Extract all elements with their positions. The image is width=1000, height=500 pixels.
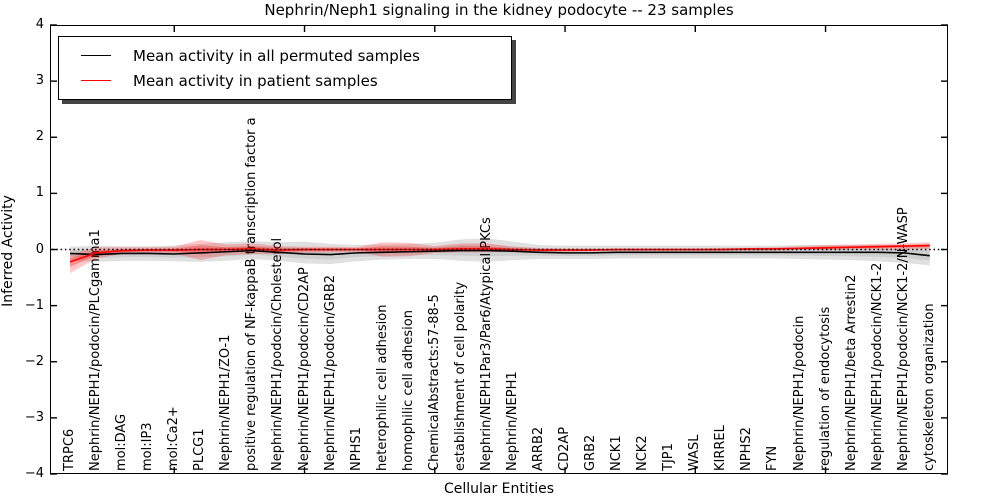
patient-line-swatch xyxy=(81,80,111,81)
legend-label-permuted: Mean activity in all permuted samples xyxy=(133,46,420,65)
y-tick-label: −4 xyxy=(24,466,44,481)
legend: Mean activity in all permuted samples Me… xyxy=(58,36,512,100)
legend-item-permuted: Mean activity in all permuted samples xyxy=(59,43,511,68)
x-axis-label: Cellular Entities xyxy=(443,481,555,497)
permuted-mean-line xyxy=(70,249,930,257)
y-tick-label: 1 xyxy=(35,185,44,201)
chart-title: Nephrin/Neph1 signaling in the kidney po… xyxy=(264,1,734,19)
y-tick-label: 0 xyxy=(35,241,44,257)
axes-frame xyxy=(50,25,948,474)
y-tick-label: 2 xyxy=(35,129,44,145)
permuted-band-inner xyxy=(70,244,930,261)
permuted-line-swatch xyxy=(81,55,111,56)
y-tick-label: 3 xyxy=(35,73,44,89)
legend-label-patient: Mean activity in patient samples xyxy=(133,71,378,90)
y-tick-label: −3 xyxy=(24,409,44,425)
patient-band-outer xyxy=(70,239,930,274)
permuted-band-outer xyxy=(70,238,930,266)
y-tick-label: −1 xyxy=(24,297,44,313)
legend-item-patient: Mean activity in patient samples xyxy=(59,68,511,93)
y-tick-label: 4 xyxy=(35,17,44,32)
y-tick-label: −2 xyxy=(24,353,44,369)
